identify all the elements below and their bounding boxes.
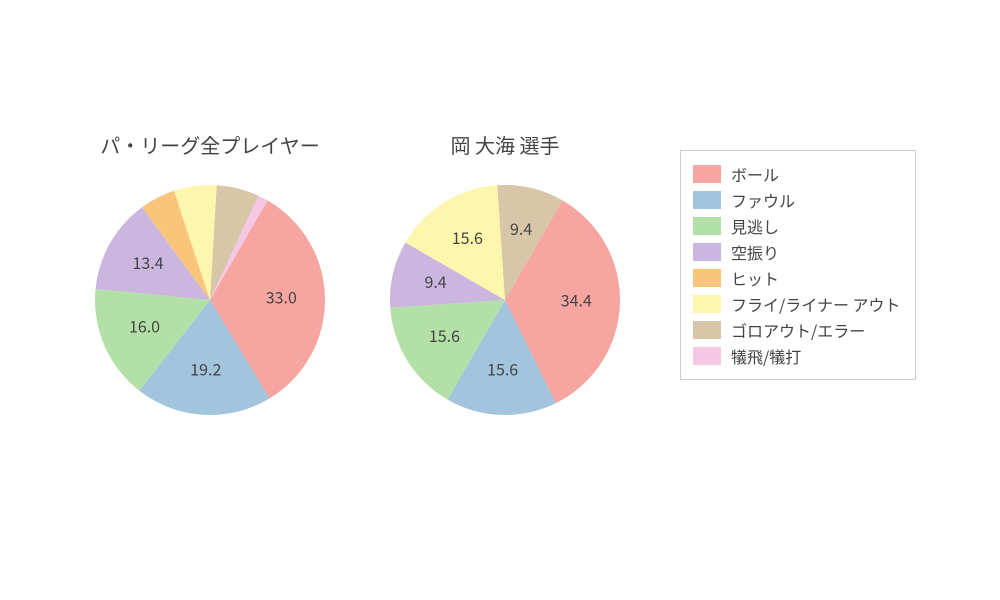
slice-label-foul: 19.2 — [190, 357, 221, 381]
chart-stage: パ・リーグ全プレイヤー 33.0 19.2 16.0 13.4 岡 大海 選手 34.4 15… — [0, 0, 1000, 600]
legend-item-fly_out: フライ/ライナー アウト — [693, 291, 901, 317]
legend-item-ball: ボール — [693, 161, 901, 187]
slice-label-ball: 33.0 — [266, 285, 297, 309]
pie-chart-league: 33.0 19.2 16.0 13.4 — [85, 175, 335, 425]
slice-label-look: 16.0 — [129, 314, 160, 338]
legend-label-ball: ボール — [731, 162, 779, 186]
slice-label-foul: 15.6 — [487, 357, 518, 381]
slice-label-look: 15.6 — [429, 323, 460, 347]
legend-label-hit: ヒット — [731, 266, 779, 290]
slice-label-ball: 34.4 — [561, 288, 592, 312]
legend-swatch-ground_out — [693, 321, 721, 339]
legend-label-look: 見逃し — [731, 214, 779, 238]
slice-label-fly_out: 15.6 — [452, 225, 483, 249]
slice-label-swing_miss: 13.4 — [132, 250, 163, 274]
legend-swatch-fly_out — [693, 295, 721, 313]
legend-swatch-sac — [693, 347, 721, 365]
legend-swatch-foul — [693, 191, 721, 209]
legend-swatch-ball — [693, 165, 721, 183]
legend-label-swing_miss: 空振り — [731, 240, 779, 264]
legend-label-fly_out: フライ/ライナー アウト — [731, 292, 901, 316]
legend-swatch-hit — [693, 269, 721, 287]
pie-chart-player: 34.4 15.6 15.6 9.4 15.6 9.4 — [380, 175, 630, 425]
legend-item-ground_out: ゴロアウト/エラー — [693, 317, 901, 343]
legend-item-foul: ファウル — [693, 187, 901, 213]
legend-item-swing_miss: 空振り — [693, 239, 901, 265]
legend-item-sac: 犠飛/犠打 — [693, 343, 901, 369]
legend-label-sac: 犠飛/犠打 — [731, 344, 801, 368]
slice-label-swing_miss: 9.4 — [424, 269, 446, 293]
slice-label-ground_out: 9.4 — [510, 216, 532, 240]
legend-label-ground_out: ゴロアウト/エラー — [731, 318, 865, 342]
legend-label-foul: ファウル — [731, 188, 795, 212]
pie-title: パ・リーグ全プレイヤー — [80, 130, 340, 159]
legend-swatch-swing_miss — [693, 243, 721, 261]
legend-item-look: 見逃し — [693, 213, 901, 239]
pie-title: 岡 大海 選手 — [375, 130, 635, 159]
legend: ボールファウル見逃し空振りヒットフライ/ライナー アウトゴロアウト/エラー犠飛/… — [680, 150, 916, 380]
legend-item-hit: ヒット — [693, 265, 901, 291]
legend-swatch-look — [693, 217, 721, 235]
